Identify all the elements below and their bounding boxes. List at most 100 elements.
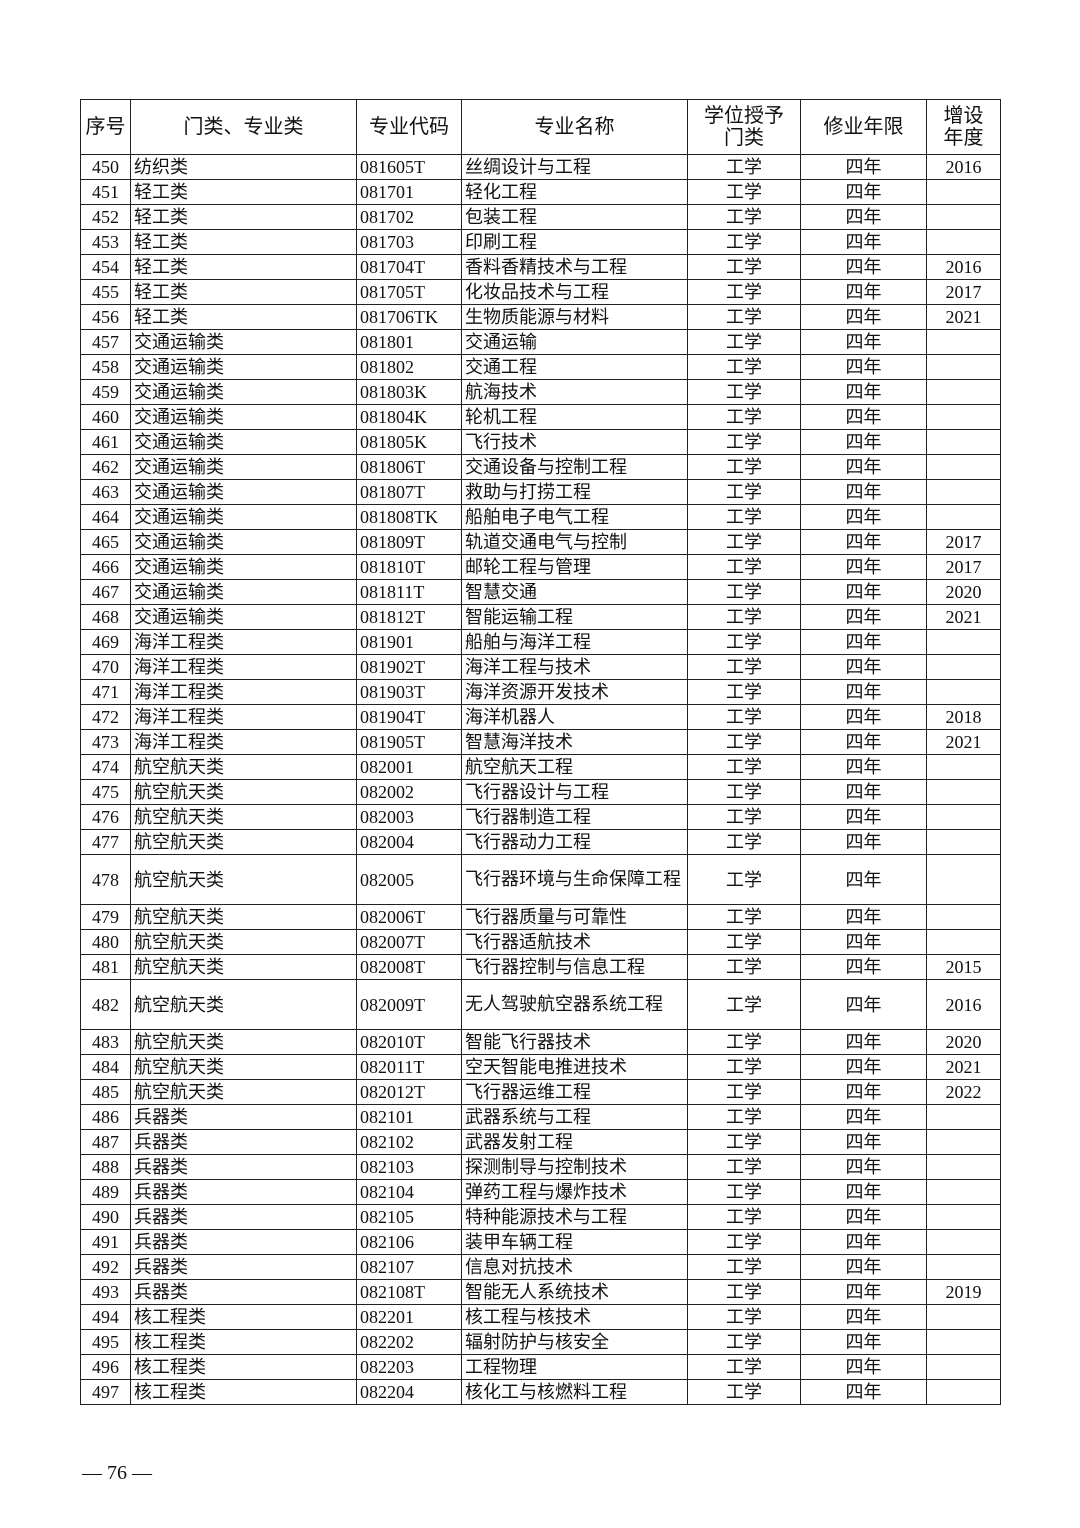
row-code: 081807T	[356, 479, 462, 505]
header-name: 专业名称	[461, 99, 688, 155]
row-category: 交通运输类	[130, 504, 357, 530]
row-code: 082006T	[356, 904, 462, 930]
row-code: 081703	[356, 229, 462, 255]
row-year-added: 2021	[926, 1054, 1001, 1080]
row-name: 核工程与核技术	[461, 1304, 688, 1330]
row-degree: 工学	[687, 479, 801, 505]
row-duration: 四年	[800, 254, 927, 280]
row-name: 海洋工程与技术	[461, 654, 688, 680]
row-duration: 四年	[800, 1279, 927, 1305]
row-seq: 450	[80, 154, 131, 180]
row-degree: 工学	[687, 679, 801, 705]
row-degree: 工学	[687, 1354, 801, 1380]
row-year-added	[926, 454, 1001, 480]
row-degree: 工学	[687, 1229, 801, 1255]
row-year-added: 2019	[926, 1279, 1001, 1305]
row-degree: 工学	[687, 1104, 801, 1130]
row-year-added	[926, 904, 1001, 930]
row-duration: 四年	[800, 979, 927, 1030]
row-seq: 462	[80, 454, 131, 480]
row-duration: 四年	[800, 679, 927, 705]
row-duration: 四年	[800, 929, 927, 955]
table-row: 492 兵器类 082107 信息对抗技术 工学 四年	[80, 1254, 1001, 1280]
row-code: 081801	[356, 329, 462, 355]
row-degree: 工学	[687, 629, 801, 655]
row-degree: 工学	[687, 1379, 801, 1405]
table-row: 475 航空航天类 082002 飞行器设计与工程 工学 四年	[80, 779, 1001, 805]
row-degree: 工学	[687, 979, 801, 1030]
row-code: 081903T	[356, 679, 462, 705]
row-degree: 工学	[687, 204, 801, 230]
row-category: 交通运输类	[130, 454, 357, 480]
row-degree: 工学	[687, 229, 801, 255]
row-year-added	[926, 1104, 1001, 1130]
row-degree: 工学	[687, 454, 801, 480]
row-duration: 四年	[800, 154, 927, 180]
row-code: 082203	[356, 1354, 462, 1380]
row-name: 飞行器适航技术	[461, 929, 688, 955]
row-degree: 工学	[687, 554, 801, 580]
row-degree: 工学	[687, 504, 801, 530]
row-category: 兵器类	[130, 1179, 357, 1205]
row-year-added: 2020	[926, 579, 1001, 605]
row-category: 航空航天类	[130, 829, 357, 855]
row-category: 轻工类	[130, 254, 357, 280]
row-category: 兵器类	[130, 1279, 357, 1305]
row-name: 智慧交通	[461, 579, 688, 605]
row-name: 轨道交通电气与控制	[461, 529, 688, 555]
row-code: 082202	[356, 1329, 462, 1355]
row-degree: 工学	[687, 1254, 801, 1280]
majors-table: 序号 门类、专业类 专业代码 专业名称 学位授予门类 修业年限 增设年度 450…	[80, 99, 1001, 1405]
row-year-added	[926, 854, 1001, 905]
row-seq: 463	[80, 479, 131, 505]
table-row: 462 交通运输类 081806T 交通设备与控制工程 工学 四年	[80, 454, 1001, 480]
row-seq: 472	[80, 704, 131, 730]
row-seq: 460	[80, 404, 131, 430]
row-name: 船舶与海洋工程	[461, 629, 688, 655]
row-degree: 工学	[687, 904, 801, 930]
row-category: 交通运输类	[130, 554, 357, 580]
row-name: 工程物理	[461, 1354, 688, 1380]
row-name: 武器发射工程	[461, 1129, 688, 1155]
row-year-added	[926, 429, 1001, 455]
row-category: 交通运输类	[130, 379, 357, 405]
row-degree: 工学	[687, 604, 801, 630]
table-row: 474 航空航天类 082001 航空航天工程 工学 四年	[80, 754, 1001, 780]
row-degree: 工学	[687, 179, 801, 205]
header-seq: 序号	[80, 99, 131, 155]
row-code: 082201	[356, 1304, 462, 1330]
row-seq: 497	[80, 1379, 131, 1405]
row-seq: 471	[80, 679, 131, 705]
row-code: 082105	[356, 1204, 462, 1230]
row-degree: 工学	[687, 404, 801, 430]
row-degree: 工学	[687, 704, 801, 730]
row-category: 兵器类	[130, 1129, 357, 1155]
row-code: 081902T	[356, 654, 462, 680]
row-year-added	[926, 204, 1001, 230]
row-duration: 四年	[800, 304, 927, 330]
row-seq: 483	[80, 1029, 131, 1055]
row-seq: 464	[80, 504, 131, 530]
row-name: 飞行器环境与生命保障工程	[461, 854, 688, 905]
row-code: 082010T	[356, 1029, 462, 1055]
row-duration: 四年	[800, 404, 927, 430]
table-row: 489 兵器类 082104 弹药工程与爆炸技术 工学 四年	[80, 1179, 1001, 1205]
row-category: 轻工类	[130, 229, 357, 255]
row-seq: 452	[80, 204, 131, 230]
row-year-added	[926, 329, 1001, 355]
row-degree: 工学	[687, 279, 801, 305]
row-seq: 475	[80, 779, 131, 805]
row-seq: 481	[80, 954, 131, 980]
row-seq: 490	[80, 1204, 131, 1230]
row-name: 交通设备与控制工程	[461, 454, 688, 480]
table-row: 478 航空航天类 082005 飞行器环境与生命保障工程 工学 四年	[80, 854, 1001, 905]
row-seq: 496	[80, 1354, 131, 1380]
row-duration: 四年	[800, 354, 927, 380]
row-degree: 工学	[687, 1129, 801, 1155]
row-year-added	[926, 1379, 1001, 1405]
row-seq: 451	[80, 179, 131, 205]
row-year-added	[926, 1304, 1001, 1330]
row-category: 交通运输类	[130, 579, 357, 605]
row-name: 海洋机器人	[461, 704, 688, 730]
row-name: 轻化工程	[461, 179, 688, 205]
